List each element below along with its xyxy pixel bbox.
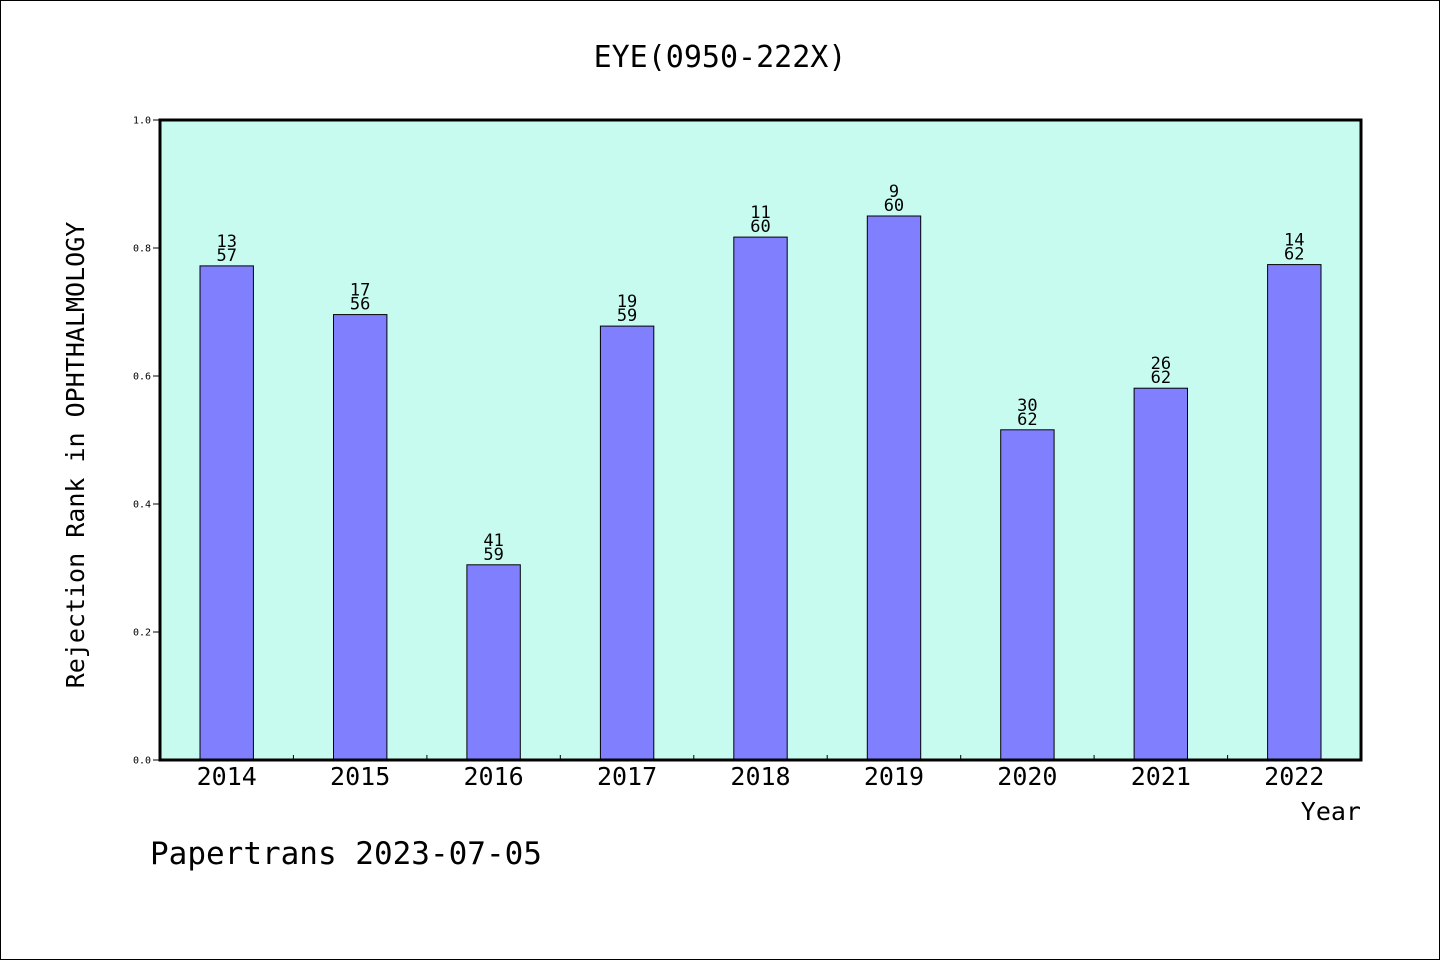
bar-label-total: 57 [216, 246, 236, 266]
bar-label-rank: 19 [617, 292, 637, 312]
x-tick-label: 2017 [597, 762, 657, 791]
bar-2019 [866, 215, 922, 761]
bar-label-rank: 9 [889, 182, 899, 202]
bar-label-rank: 11 [750, 203, 770, 223]
x-tick-label: 2021 [1131, 762, 1191, 791]
bar-label-total: 59 [483, 545, 503, 565]
bar-2021 [1133, 387, 1188, 761]
bar-label-total: 60 [750, 217, 770, 237]
x-tick-label: 2016 [464, 762, 524, 791]
bar-2020 [1000, 429, 1055, 761]
y-tick-label: 0.0 [133, 756, 151, 767]
bar-label-total: 60 [884, 196, 904, 216]
x-tick-label: 2015 [330, 762, 390, 791]
bar-2015 [333, 314, 388, 761]
bar-label-rank: 41 [483, 531, 503, 551]
bar-label-rank: 13 [216, 232, 236, 252]
y-tick-label: 1.0 [133, 116, 151, 127]
x-tick-label: 2020 [997, 762, 1057, 791]
y-axis-label: Rejection Rank in OPHTHALMOLOGY [61, 222, 90, 689]
bars-group [199, 215, 1322, 761]
bar-2016 [466, 564, 521, 761]
bar-label-rank: 26 [1151, 354, 1171, 374]
bar-label-total: 62 [1151, 368, 1171, 388]
bar-label-total: 56 [350, 295, 370, 315]
y-tick-label: 0.6 [133, 372, 151, 383]
bar-label-rank: 17 [350, 281, 370, 301]
chart-title: EYE(0950-222X) [594, 40, 847, 75]
bar-2017 [599, 325, 655, 761]
y-axis: 0.0 0.2 0.4 0.6 0.8 1.0 [133, 116, 160, 767]
bar-label-total: 62 [1017, 410, 1037, 430]
x-tick-label: 2014 [197, 762, 257, 791]
plot-border [158, 118, 1363, 762]
x-tick-label: 2018 [730, 762, 790, 791]
bar-label-rank: 30 [1017, 396, 1037, 416]
bar-2014 [199, 265, 254, 761]
bar-label-rank: 14 [1284, 231, 1304, 251]
x-tick-label: 2019 [864, 762, 924, 791]
y-tick-label: 0.4 [133, 500, 151, 511]
y-tick-label: 0.8 [133, 244, 151, 255]
footer-credit: Papertrans 2023-07-05 [150, 836, 542, 872]
bar-label-total: 62 [1284, 245, 1304, 265]
x-axis: 2014 2015 2016 2017 2018 2019 2020 2021 2022 [197, 755, 1324, 791]
bar-label-total: 59 [617, 306, 637, 326]
x-tick-label: 2022 [1264, 762, 1324, 791]
y-tick-label: 0.2 [133, 628, 151, 639]
bar-2022 [1267, 264, 1322, 761]
bar-2018 [733, 236, 788, 761]
x-axis-label: Year [1301, 797, 1361, 826]
